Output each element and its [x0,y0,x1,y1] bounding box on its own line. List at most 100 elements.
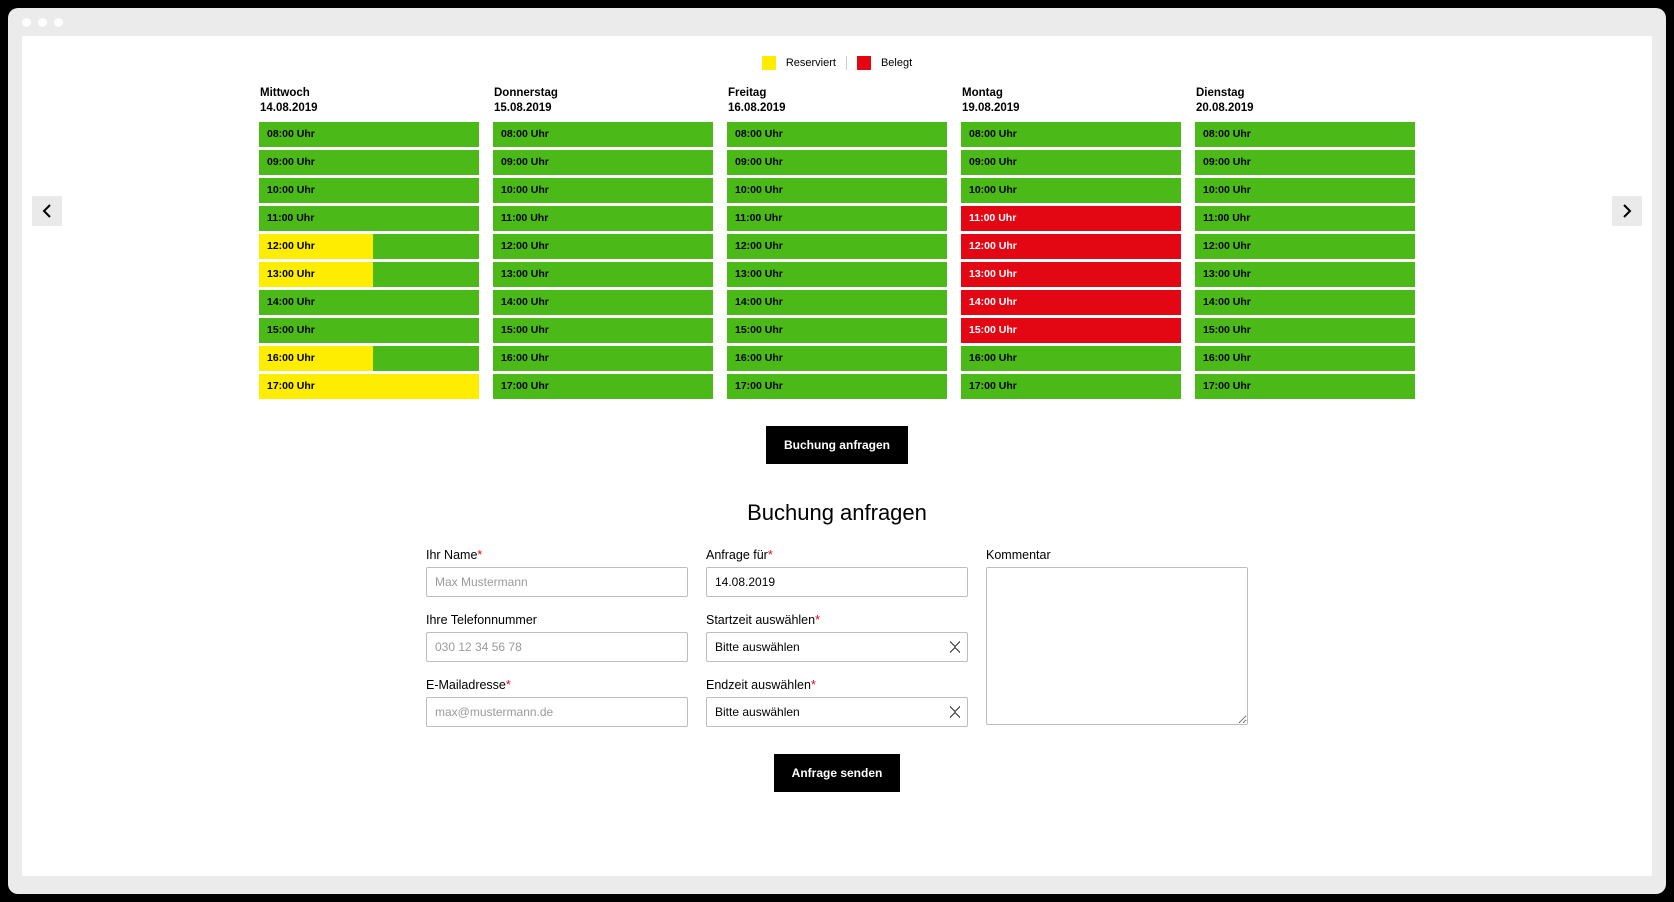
time-slot[interactable]: 17:00 Uhr [1195,374,1415,399]
time-slot[interactable]: 10:00 Uhr [1195,178,1415,203]
time-slot[interactable]: 13:00 Uhr [259,262,479,287]
comment-label: Kommentar [986,548,1248,562]
legend-label-occupied: Belegt [881,57,912,69]
window-dot-icon [38,18,47,27]
time-slot[interactable]: 15:00 Uhr [259,318,479,343]
send-request-button[interactable]: Anfrage senden [774,754,901,792]
comment-textarea[interactable] [986,567,1248,725]
time-slot[interactable]: 10:00 Uhr [259,178,479,203]
day-header: Mittwoch14.08.2019 [259,86,479,116]
day-header: Montag19.08.2019 [961,86,1181,116]
time-slot[interactable]: 17:00 Uhr [259,374,479,399]
form-title: Buchung anfragen [22,500,1652,526]
legend-swatch-reserved [762,56,776,70]
time-slot[interactable]: 10:00 Uhr [493,178,713,203]
day-column: Dienstag20.08.2019 08:00 Uhr 09:00 Uhr 10:0… [1195,86,1415,402]
time-slot[interactable]: 12:00 Uhr [961,234,1181,259]
page-content: Reserviert Belegt Mittwoch14.08.2019 08:0… [22,36,1652,876]
time-slot[interactable]: 09:00 Uhr [961,150,1181,175]
time-slot[interactable]: 11:00 Uhr [961,206,1181,231]
name-input[interactable] [426,567,688,597]
time-slot[interactable]: 15:00 Uhr [727,318,947,343]
day-column: Donnerstag15.08.2019 08:00 Uhr 09:00 Uhr 10… [493,86,713,402]
calendar-prev-button[interactable] [32,196,62,226]
time-slot[interactable]: 13:00 Uhr [1195,262,1415,287]
time-slot[interactable]: 14:00 Uhr [493,290,713,315]
time-slot[interactable]: 12:00 Uhr [493,234,713,259]
legend-swatch-occupied [857,56,871,70]
time-slot[interactable]: 16:00 Uhr [727,346,947,371]
time-slot[interactable]: 16:00 Uhr [961,346,1181,371]
time-slot[interactable]: 10:00 Uhr [727,178,947,203]
legend: Reserviert Belegt [22,56,1652,70]
day-column: Mittwoch14.08.2019 08:00 Uhr 09:00 Uhr 10:0… [259,86,479,402]
legend-separator [846,56,847,70]
time-slot[interactable]: 11:00 Uhr [1195,206,1415,231]
chevron-left-icon [42,204,52,218]
time-slot[interactable]: 17:00 Uhr [493,374,713,399]
calendar-wrap: Mittwoch14.08.2019 08:00 Uhr 09:00 Uhr 10:0… [22,86,1652,402]
day-header: Donnerstag15.08.2019 [493,86,713,116]
time-slot[interactable]: 12:00 Uhr [259,234,479,259]
phone-input[interactable] [426,632,688,662]
start-time-select[interactable]: Bitte auswählen [706,632,968,662]
day-column: Freitag16.08.2019 08:00 Uhr 09:00 Uhr 10:00… [727,86,947,402]
time-slot[interactable]: 11:00 Uhr [493,206,713,231]
calendar-grid: Mittwoch14.08.2019 08:00 Uhr 09:00 Uhr 10:0… [70,86,1604,402]
time-slot[interactable]: 11:00 Uhr [727,206,947,231]
time-slot[interactable]: 14:00 Uhr [259,290,479,315]
start-time-label: Startzeit auswählen* [706,613,968,627]
field-end-time: Endzeit auswählen* Bitte auswählen [706,678,968,727]
time-slot[interactable]: 15:00 Uhr [1195,318,1415,343]
field-comment: Kommentar [986,548,1248,730]
field-phone: Ihre Telefonnummer [426,613,688,662]
request-booking-button[interactable]: Buchung anfragen [766,426,908,464]
time-slot[interactable]: 14:00 Uhr [1195,290,1415,315]
day-header: Freitag16.08.2019 [727,86,947,116]
browser-titlebar [8,8,1666,36]
time-slot[interactable]: 09:00 Uhr [259,150,479,175]
window-dot-icon [54,18,63,27]
time-slot[interactable]: 15:00 Uhr [493,318,713,343]
time-slot[interactable]: 16:00 Uhr [493,346,713,371]
time-slot[interactable]: 16:00 Uhr [259,346,479,371]
time-slot[interactable]: 14:00 Uhr [961,290,1181,315]
calendar-next-button[interactable] [1612,196,1642,226]
name-label: Ihr Name* [426,548,688,562]
request-for-input[interactable] [706,567,968,597]
time-slot[interactable]: 17:00 Uhr [727,374,947,399]
day-column: Montag19.08.2019 08:00 Uhr 09:00 Uhr 10:00 … [961,86,1181,402]
time-slot[interactable]: 08:00 Uhr [961,122,1181,147]
time-slot[interactable]: 09:00 Uhr [1195,150,1415,175]
email-label: E-Mailadresse* [426,678,688,692]
time-slot[interactable]: 08:00 Uhr [727,122,947,147]
window-dot-icon [22,18,31,27]
browser-frame: Reserviert Belegt Mittwoch14.08.2019 08:0… [8,8,1666,894]
time-slot[interactable]: 09:00 Uhr [493,150,713,175]
chevron-right-icon [1622,204,1632,218]
booking-form: Buchung anfragen Ihr Name* Ihre Telefonn… [22,500,1652,792]
time-slot[interactable]: 17:00 Uhr [961,374,1181,399]
time-slot[interactable]: 10:00 Uhr [961,178,1181,203]
time-slot[interactable]: 12:00 Uhr [727,234,947,259]
time-slot[interactable]: 16:00 Uhr [1195,346,1415,371]
time-slot[interactable]: 12:00 Uhr [1195,234,1415,259]
time-slot[interactable]: 14:00 Uhr [727,290,947,315]
end-time-select[interactable]: Bitte auswählen [706,697,968,727]
time-slot[interactable]: 08:00 Uhr [259,122,479,147]
end-time-label: Endzeit auswählen* [706,678,968,692]
time-slot[interactable]: 13:00 Uhr [493,262,713,287]
time-slot[interactable]: 08:00 Uhr [493,122,713,147]
field-email: E-Mailadresse* [426,678,688,727]
time-slot[interactable]: 11:00 Uhr [259,206,479,231]
time-slot[interactable]: 15:00 Uhr [961,318,1181,343]
email-input[interactable] [426,697,688,727]
time-slot[interactable]: 13:00 Uhr [961,262,1181,287]
day-header: Dienstag20.08.2019 [1195,86,1415,116]
time-slot[interactable]: 08:00 Uhr [1195,122,1415,147]
phone-label: Ihre Telefonnummer [426,613,688,627]
time-slot[interactable]: 09:00 Uhr [727,150,947,175]
field-request-for: Anfrage für* [706,548,968,597]
time-slot[interactable]: 13:00 Uhr [727,262,947,287]
field-name: Ihr Name* [426,548,688,597]
